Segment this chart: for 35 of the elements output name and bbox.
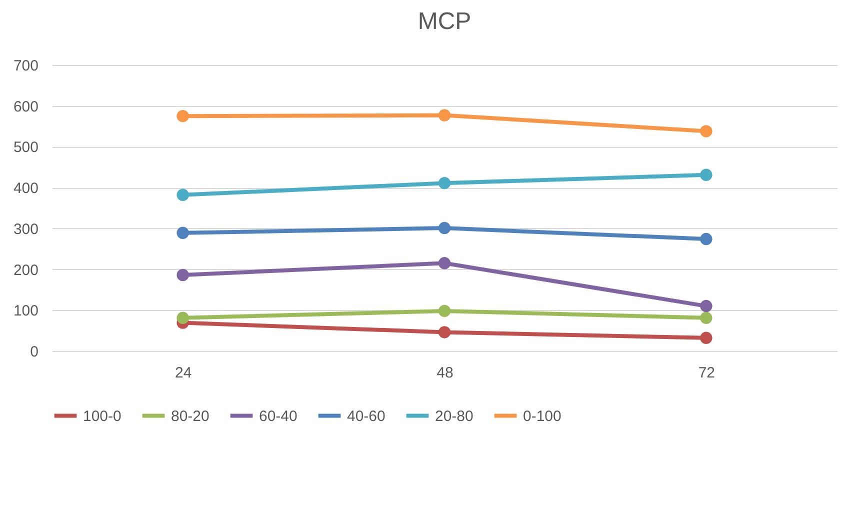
legend-label: 40-60 <box>347 408 386 425</box>
y-tick-label: 400 <box>13 180 38 198</box>
legend-label: 60-40 <box>259 408 298 425</box>
point <box>700 168 712 182</box>
point <box>176 312 189 324</box>
point <box>438 222 451 234</box>
point <box>438 109 451 122</box>
y-tick-label: 0 <box>30 344 38 360</box>
point <box>176 188 189 202</box>
x-tick-label: 72 <box>698 364 716 382</box>
point <box>700 125 712 138</box>
point <box>438 326 451 338</box>
point <box>438 176 451 190</box>
point <box>700 300 712 312</box>
legend-label: 20-80 <box>435 408 474 425</box>
y-tick-label: 700 <box>13 58 38 74</box>
point <box>700 332 712 344</box>
point <box>176 268 189 282</box>
legend-label: 80-20 <box>171 408 210 425</box>
y-tick-label: 600 <box>13 98 38 116</box>
legend-label: 100-0 <box>83 408 122 425</box>
point <box>700 232 712 246</box>
x-tick-label: 24 <box>174 364 192 382</box>
point <box>700 312 712 324</box>
x-tick-label: 48 <box>436 364 454 382</box>
y-tick-label: 100 <box>13 302 38 320</box>
y-tick-label: 200 <box>13 262 38 279</box>
legend-label: 0-100 <box>523 408 562 425</box>
chart-title: MCP <box>418 8 472 35</box>
point <box>176 226 189 240</box>
y-tick-label: 300 <box>13 220 38 238</box>
point <box>438 304 451 318</box>
point <box>176 110 189 122</box>
point <box>438 257 451 270</box>
y-tick-label: 500 <box>13 139 38 156</box>
